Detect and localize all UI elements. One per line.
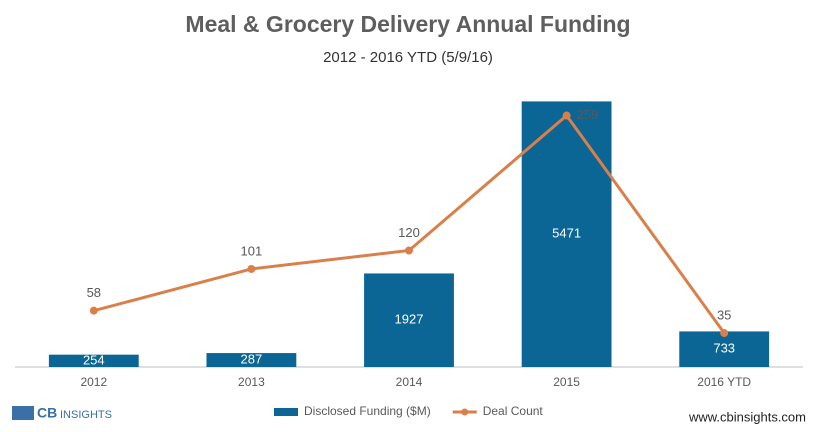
bar-value-label: 733 xyxy=(713,341,735,356)
bar xyxy=(521,101,612,367)
line-value-label: 35 xyxy=(717,307,731,322)
line-point xyxy=(720,329,729,338)
line-value-label: 58 xyxy=(87,285,101,300)
chart-title: Meal & Grocery Delivery Annual Funding xyxy=(185,11,630,37)
bar xyxy=(48,354,139,367)
line-value-label: 101 xyxy=(241,243,263,258)
logo-text: INSIGHTS xyxy=(60,409,112,421)
x-tick-label: 2012 xyxy=(80,375,107,389)
bar-value-label: 1927 xyxy=(395,312,424,327)
line-value-label: 120 xyxy=(398,225,420,240)
line-point xyxy=(247,264,256,273)
bar xyxy=(364,273,454,367)
line-point xyxy=(405,246,413,255)
x-tick-label: 2015 xyxy=(553,375,580,389)
x-tick-label: 2013 xyxy=(238,375,265,389)
legend-swatch xyxy=(274,408,298,416)
bar xyxy=(679,331,770,367)
bar-value-label: 287 xyxy=(241,351,263,366)
logo: CB INSIGHTS xyxy=(12,405,112,421)
legend-label: Disclosed Funding ($M) xyxy=(304,404,431,418)
line-point xyxy=(562,111,571,120)
website: www.cbinsights.com xyxy=(688,409,806,424)
bar-value-label: 254 xyxy=(83,352,105,367)
x-tick-label: 2016 YTD xyxy=(697,375,751,389)
bar-value-label: 5471 xyxy=(552,226,581,241)
legend-swatch xyxy=(461,408,469,416)
legend-label: Deal Count xyxy=(483,404,544,418)
logo-text: CB xyxy=(37,405,57,421)
chart-subtitle: 2012 - 2016 YTD (5/9/16) xyxy=(323,49,493,66)
bar xyxy=(206,353,297,367)
x-tick-label: 2014 xyxy=(396,375,423,389)
line-value-label: 259 xyxy=(577,107,599,122)
logo-icon xyxy=(12,406,34,420)
line-point xyxy=(89,306,98,315)
